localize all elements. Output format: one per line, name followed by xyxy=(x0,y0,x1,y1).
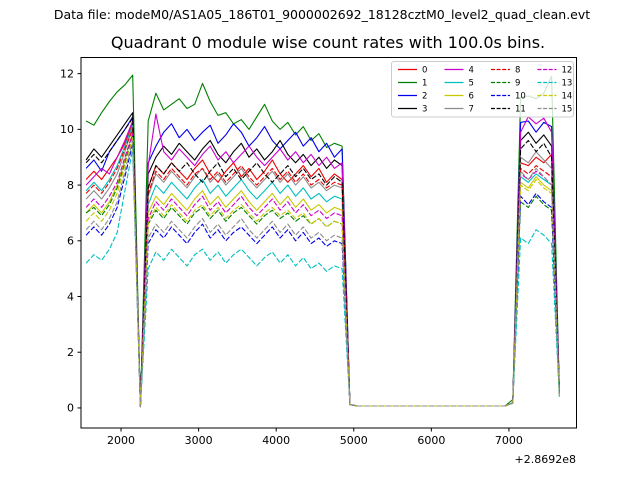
series-line-4 xyxy=(85,113,560,408)
legend-item-10: 10 xyxy=(491,92,526,102)
legend-label-12: 12 xyxy=(562,66,573,76)
x-tick-label: 5000 xyxy=(340,434,368,447)
series-line-7 xyxy=(85,126,560,408)
y-tick-label: 6 xyxy=(67,235,74,248)
legend-label-10: 10 xyxy=(515,92,526,102)
y-tick-label: 10 xyxy=(60,123,74,136)
series-line-13 xyxy=(85,148,560,408)
legend-label-3: 3 xyxy=(422,105,427,115)
datafile-label: Data file: modeM0/AS1A05_186T01_90000026… xyxy=(54,7,590,22)
legend-label-1: 1 xyxy=(422,79,427,89)
legend-label-7: 7 xyxy=(469,105,474,115)
legend-label-11: 11 xyxy=(515,105,526,115)
legend-item-4: 4 xyxy=(444,66,474,76)
legend-box xyxy=(391,61,574,118)
series-lines xyxy=(85,74,560,408)
x-tick-label: 3000 xyxy=(185,434,213,447)
x-tick-label: 2000 xyxy=(107,434,135,447)
legend-label-9: 9 xyxy=(515,79,520,89)
x-axis-offset-label: +2.8692e8 xyxy=(515,453,576,466)
legend-item-7: 7 xyxy=(444,105,474,115)
legend-label-14: 14 xyxy=(562,92,573,102)
legend-label-15: 15 xyxy=(562,105,573,115)
y-tick-label: 8 xyxy=(67,179,74,192)
legend-label-13: 13 xyxy=(562,79,573,89)
series-line-6 xyxy=(85,131,560,408)
legend-item-0: 0 xyxy=(398,66,427,76)
legend-item-6: 6 xyxy=(444,92,474,102)
x-tick-label: 6000 xyxy=(417,434,445,447)
legend-item-8: 8 xyxy=(491,66,520,76)
legend-item-2: 2 xyxy=(398,92,427,102)
plot-title: Quadrant 0 module wise count rates with … xyxy=(111,33,545,52)
legend-item-3: 3 xyxy=(398,105,427,115)
legend-item-14: 14 xyxy=(537,92,573,102)
legend-item-11: 11 xyxy=(491,105,526,115)
series-line-8 xyxy=(85,128,560,408)
legend-item-15: 15 xyxy=(537,105,573,115)
axes-frame xyxy=(80,57,577,429)
legend-label-4: 4 xyxy=(469,66,474,76)
y-tick-label: 2 xyxy=(67,346,74,359)
legend-label-0: 0 xyxy=(422,66,427,76)
series-line-3 xyxy=(85,112,560,408)
series-line-15 xyxy=(85,139,560,408)
legend-item-5: 5 xyxy=(444,79,474,89)
series-line-10 xyxy=(85,142,560,408)
legend-item-1: 1 xyxy=(398,79,427,89)
legend-label-8: 8 xyxy=(515,66,520,76)
legend-item-12: 12 xyxy=(537,66,573,76)
y-tick-label: 4 xyxy=(67,290,74,303)
y-tick-label: 12 xyxy=(60,67,74,80)
series-line-2 xyxy=(85,116,560,408)
series-line-14 xyxy=(85,137,560,408)
legend-label-5: 5 xyxy=(469,79,474,89)
legend-label-6: 6 xyxy=(469,92,474,102)
y-tick-label: 0 xyxy=(67,402,74,415)
legend-item-9: 9 xyxy=(491,79,520,89)
legend-label-2: 2 xyxy=(422,92,427,102)
x-tick-label: 7000 xyxy=(495,434,523,447)
x-tick-label: 4000 xyxy=(262,434,290,447)
legend-item-13: 13 xyxy=(537,79,573,89)
series-line-1 xyxy=(85,74,560,408)
